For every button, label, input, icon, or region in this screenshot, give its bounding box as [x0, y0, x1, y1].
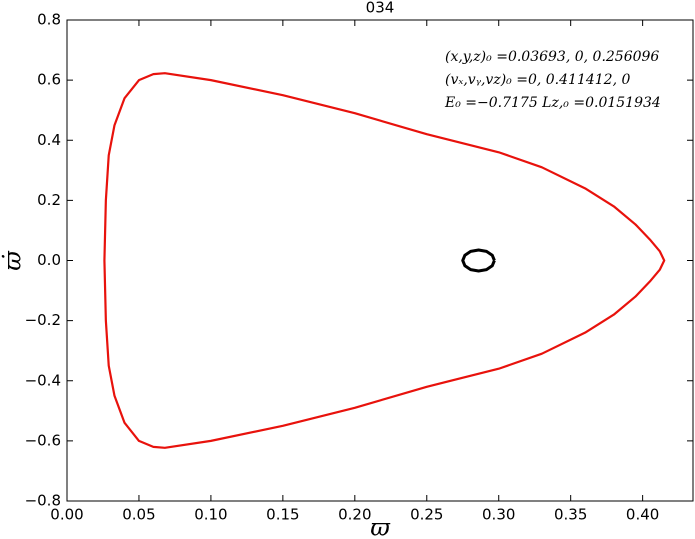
x-tick-label: 0.00: [50, 506, 83, 524]
y-tick-label: 0.6: [37, 71, 61, 89]
line: [103, 72, 666, 449]
y-tick-label: −0.4: [25, 371, 61, 389]
y-axis-label: ϖ̇: [0, 250, 27, 271]
y-tick-label: −0.6: [25, 431, 61, 449]
x-tick-label: 0.40: [626, 506, 659, 524]
y-tick-label: 0.0: [37, 251, 61, 269]
y-tick-label: 0.2: [37, 191, 61, 209]
annotation: (x,y,z)₀ =0.03693, 0, 0.256096: [445, 49, 659, 65]
chart-title: 034: [366, 0, 395, 17]
x-axis-label: ϖ: [370, 514, 391, 539]
x-tick-label: 0.30: [482, 506, 515, 524]
x-tick-label: 0.15: [266, 506, 299, 524]
x-tick-label: 0.25: [410, 506, 443, 524]
y-tick-label: −0.2: [25, 311, 61, 329]
annotation: E₀ =−0.7175 Lz,₀ =0.0151934: [444, 95, 661, 111]
x-tick-label: 0.10: [194, 506, 227, 524]
x-tick-label: 0.35: [554, 506, 587, 524]
x-tick-label: 0.05: [122, 506, 155, 524]
plot-frame: [66, 19, 694, 502]
y-tick-label: 0.8: [37, 11, 61, 29]
annotation: (vₓ,vᵧ,vz)₀ =0, 0.411412, 0: [445, 72, 630, 88]
y-tick-label: 0.4: [37, 131, 61, 149]
x-tick-label: 0.20: [338, 506, 371, 524]
y-tick-label: −0.8: [25, 492, 61, 510]
line: [461, 248, 496, 273]
